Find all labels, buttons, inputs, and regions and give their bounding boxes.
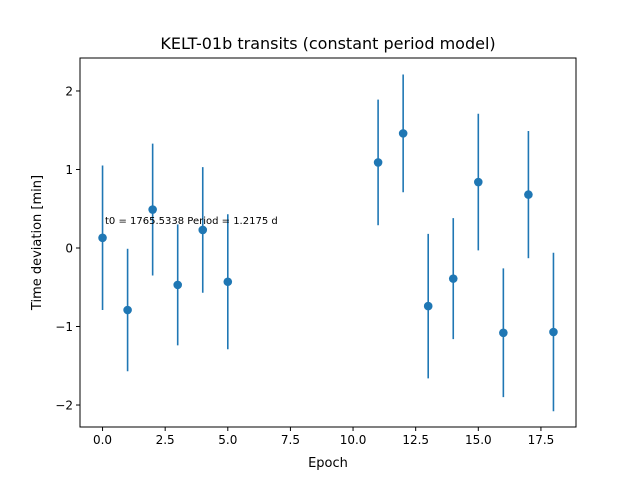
data-point: [448, 274, 458, 283]
x-tick-label: 7.5: [281, 433, 300, 447]
data-point: [499, 328, 508, 338]
data-point: [524, 190, 533, 199]
data-point: [474, 177, 483, 187]
data-point: [223, 277, 233, 287]
y-axis-label: Time deviation [min]: [30, 175, 45, 311]
data-point: [98, 233, 107, 243]
x-tick-label: 15.0: [465, 433, 492, 447]
x-tick-label: 5.0: [218, 433, 237, 447]
chart-title: KELT-01b transits (constant period model…: [160, 34, 495, 53]
x-tick-label: 10.0: [340, 433, 367, 447]
data-point: [398, 129, 408, 138]
y-tick-label: 1: [65, 163, 73, 177]
fit-annotation: t0 = 1765.5338 Period = 1.2175 d: [105, 216, 278, 227]
x-tick-label: 2.5: [156, 433, 175, 447]
x-tick-label: 12.5: [402, 433, 429, 447]
y-tick-label: −2: [55, 399, 73, 413]
data-point: [198, 225, 208, 235]
data-point: [373, 158, 383, 167]
data-point: [123, 305, 132, 315]
data-point: [549, 327, 558, 337]
y-tick-label: 2: [65, 84, 73, 98]
data-point: [148, 205, 157, 214]
data-point: [173, 280, 182, 290]
x-tick-label: 17.5: [528, 433, 555, 447]
plot-area: 0.0 2.5 5.0 7.5 10.0 12.5 15.0 17.5 −2 −1 0 1 2: [55, 74, 558, 447]
x-tick-label: 0.0: [93, 433, 112, 447]
x-axis-label: Epoch: [308, 456, 348, 471]
y-tick-label: −1: [55, 320, 73, 334]
data-point: [423, 301, 433, 311]
y-tick-label: 0: [65, 241, 73, 255]
axes-frame: [79, 57, 577, 428]
